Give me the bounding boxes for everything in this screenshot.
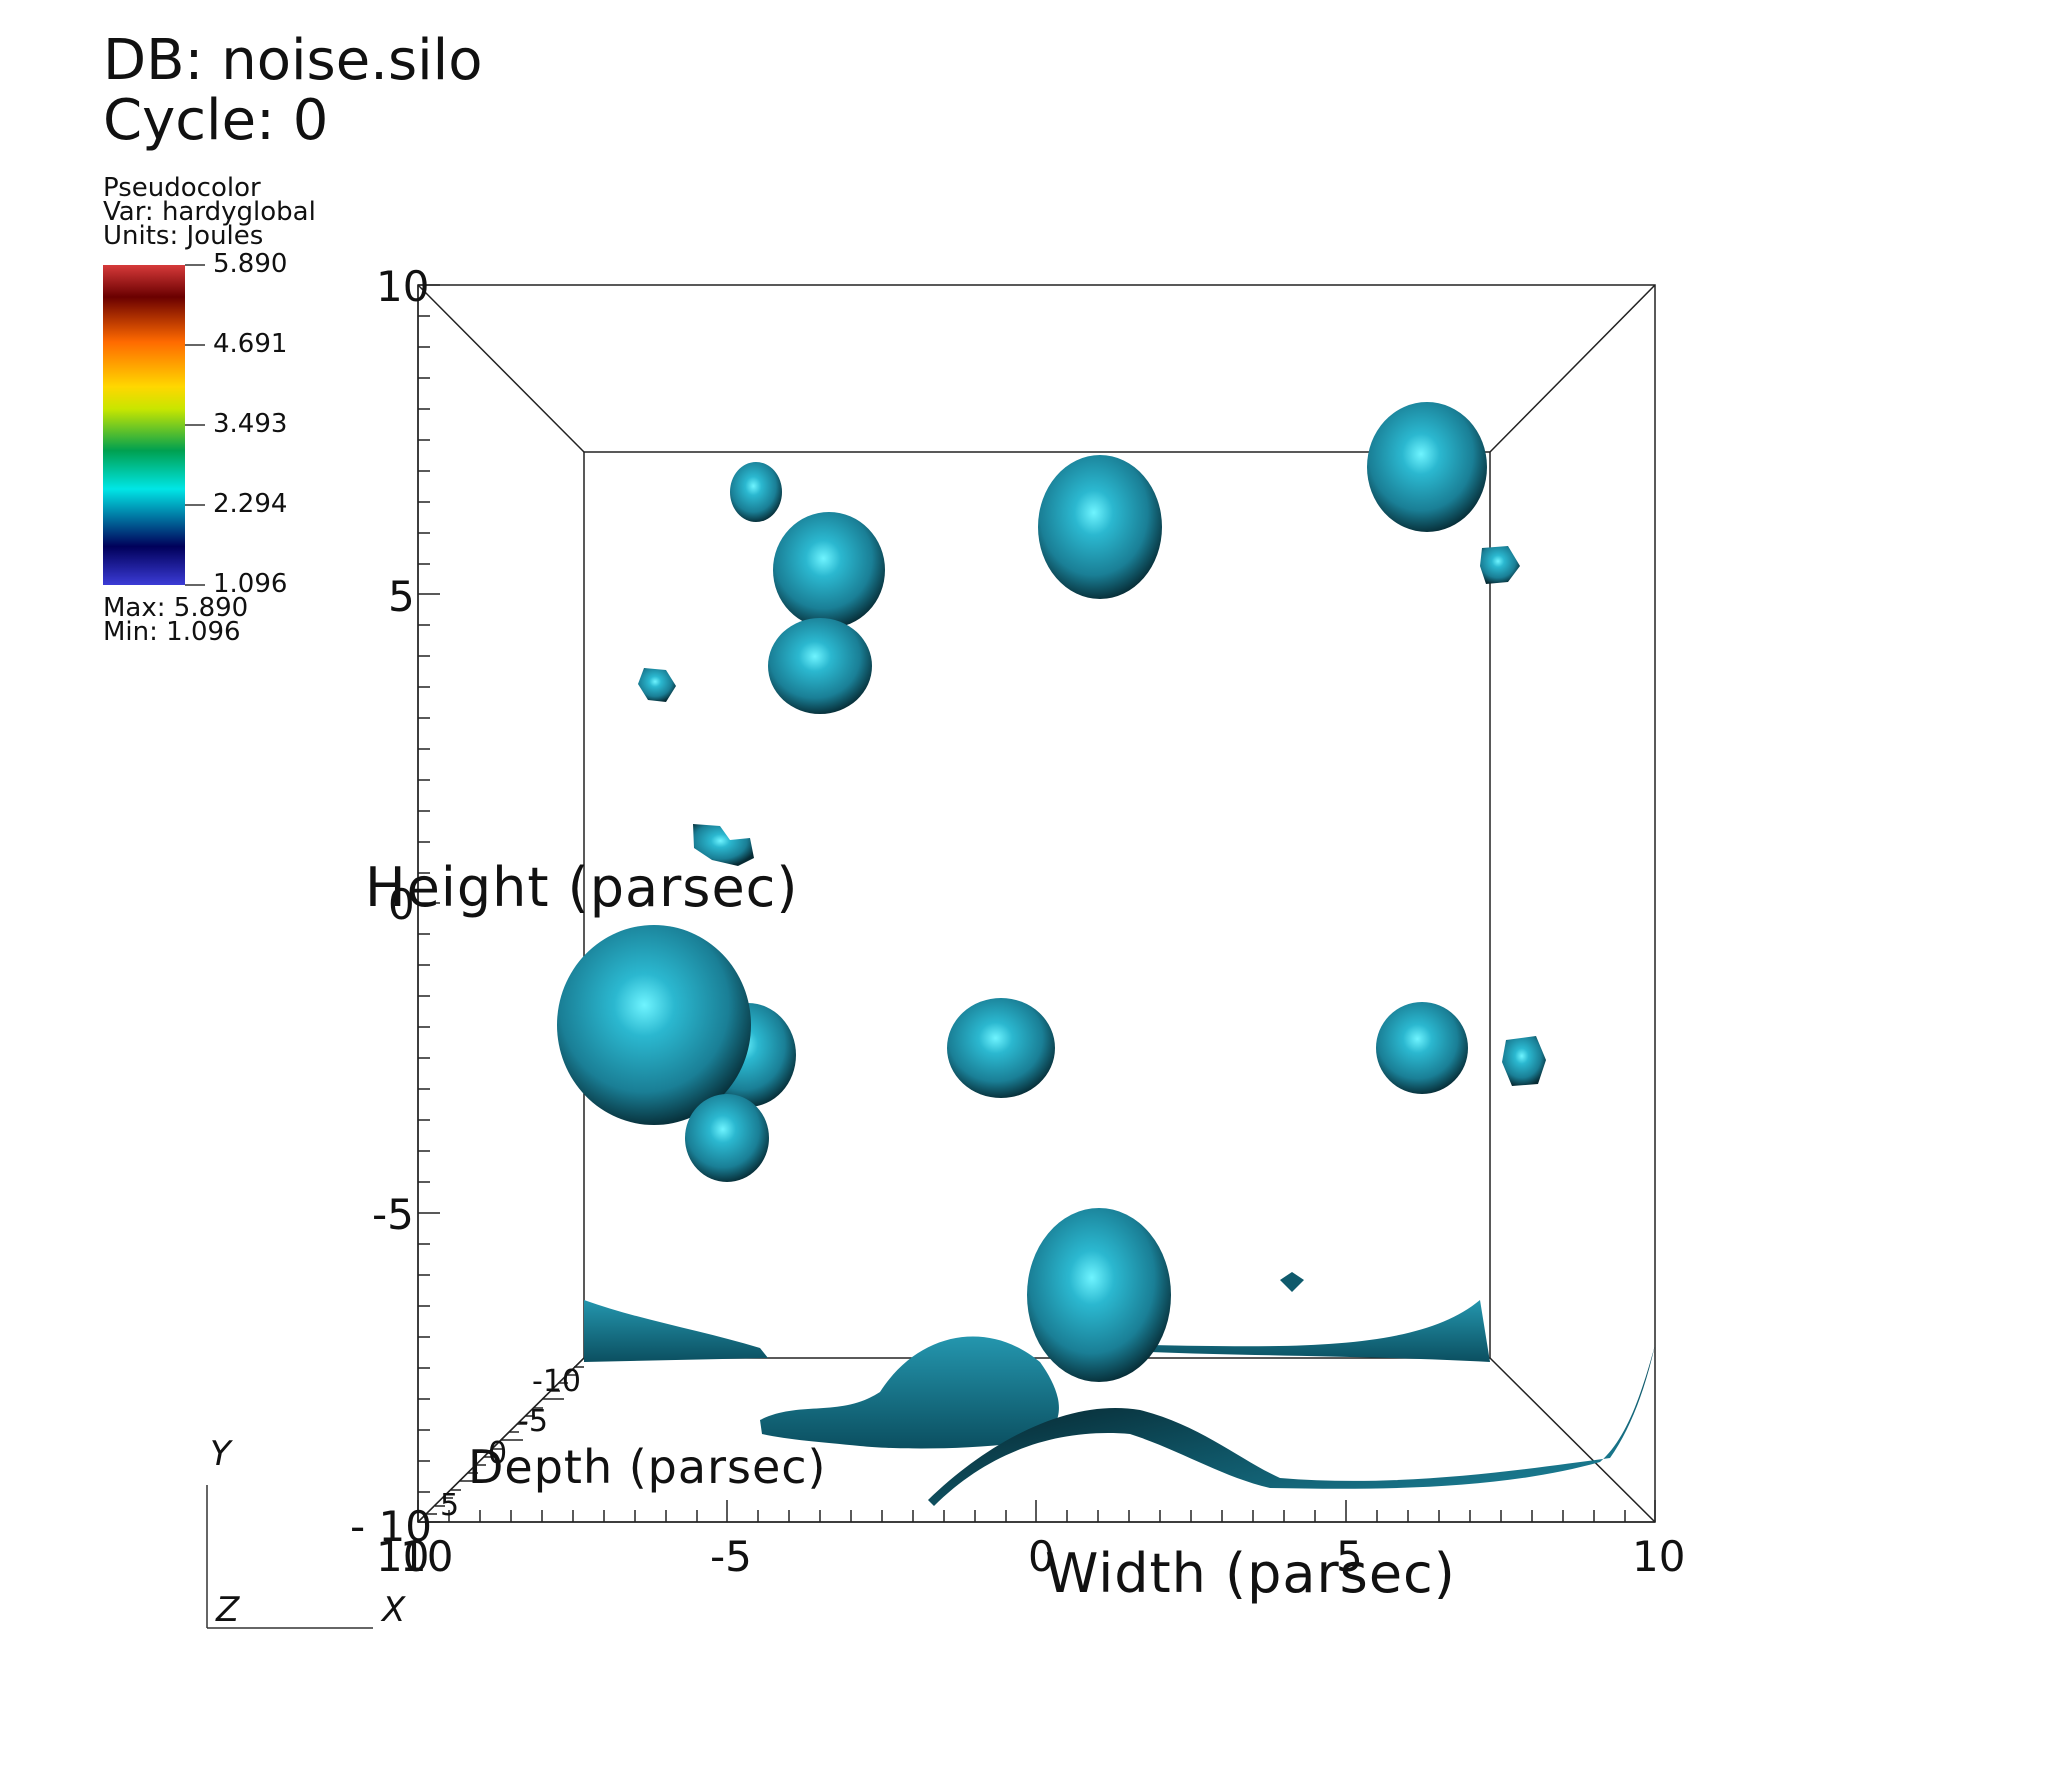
x-tick-label: 10	[400, 1532, 454, 1581]
isosurface-sheet	[1150, 1300, 1490, 1362]
triad-y-label: Y	[210, 1434, 231, 1474]
database-label: DB: noise.silo	[103, 28, 483, 93]
isosurface-blobs	[557, 402, 1546, 1382]
x-tick-label: 10	[376, 1532, 430, 1581]
isosurface-blob	[1502, 1036, 1546, 1086]
triad-z-label: Z	[216, 1590, 240, 1630]
x-tick-label: 10	[1632, 1532, 1686, 1581]
legend-min: Min: 1.096	[103, 617, 241, 647]
y-tick-label: 10	[376, 262, 430, 311]
legend-plot-type: Pseudocolor	[103, 173, 261, 203]
isosurface-blob	[557, 925, 751, 1125]
y-axis-ticks	[417, 284, 440, 1522]
isosurface-blob	[693, 824, 754, 866]
depth-tick-label: 0	[488, 1436, 508, 1471]
isosurface-blob	[1367, 402, 1487, 532]
x-tick-label: 0	[1028, 1532, 1055, 1581]
y-axis-title: Height (parsec)	[365, 856, 799, 919]
isosurface-blob	[1280, 1272, 1304, 1292]
isosurface-blob	[1376, 1002, 1468, 1094]
y-tick-label: 0	[388, 880, 415, 929]
triad-x-label: X	[382, 1590, 406, 1630]
isosurface-sheet	[760, 1336, 1059, 1449]
legend-tick-label: 5.890	[213, 249, 288, 279]
y-tick-label: - 10	[350, 1502, 432, 1551]
isosurface-blob	[638, 668, 676, 702]
x-axis-title: Width (parsec)	[1045, 1542, 1456, 1605]
legend-max: Max: 5.890	[103, 593, 249, 623]
legend-variable: Var: hardyglobal	[103, 197, 316, 227]
isosurface-sheet	[928, 1345, 1655, 1506]
y-tick-label: -5	[372, 1190, 414, 1239]
legend-tick-marks	[185, 264, 205, 586]
isosurface-blob	[730, 462, 782, 522]
isosurface-sheet	[584, 1300, 768, 1362]
depth-tick-label: -10	[532, 1364, 581, 1399]
isosurface-blob	[947, 998, 1055, 1098]
isosurface-blob	[768, 618, 872, 714]
legend-tick-label: 1.096	[213, 569, 288, 599]
depth-axis-ticks	[417, 1357, 606, 1523]
isosurface-blob	[1027, 1208, 1171, 1382]
depth-axis-title: Depth (parsec)	[468, 1440, 827, 1494]
cycle-label: Cycle: 0	[103, 88, 329, 153]
depth-tick-label: -5	[518, 1404, 548, 1439]
x-tick-label: 5	[1336, 1532, 1363, 1581]
legend-tick-label: 3.493	[213, 409, 288, 439]
x-axis-ticks	[417, 1500, 1656, 1523]
legend-tick-label: 4.691	[213, 329, 288, 359]
isosurface-blob	[1480, 546, 1520, 584]
y-tick-label: 5	[388, 572, 415, 621]
isosurface-blob	[773, 512, 885, 628]
legend-colorbar	[103, 265, 185, 585]
legend-units: Units: Joules	[103, 221, 264, 251]
isosurface-blob	[1038, 455, 1162, 599]
legend-tick-label: 2.294	[213, 489, 288, 519]
x-tick-label: -5	[710, 1532, 752, 1581]
depth-tick-label: 5	[440, 1488, 460, 1523]
isosurface-blob	[685, 1094, 769, 1182]
axis-triad	[206, 1485, 373, 1629]
